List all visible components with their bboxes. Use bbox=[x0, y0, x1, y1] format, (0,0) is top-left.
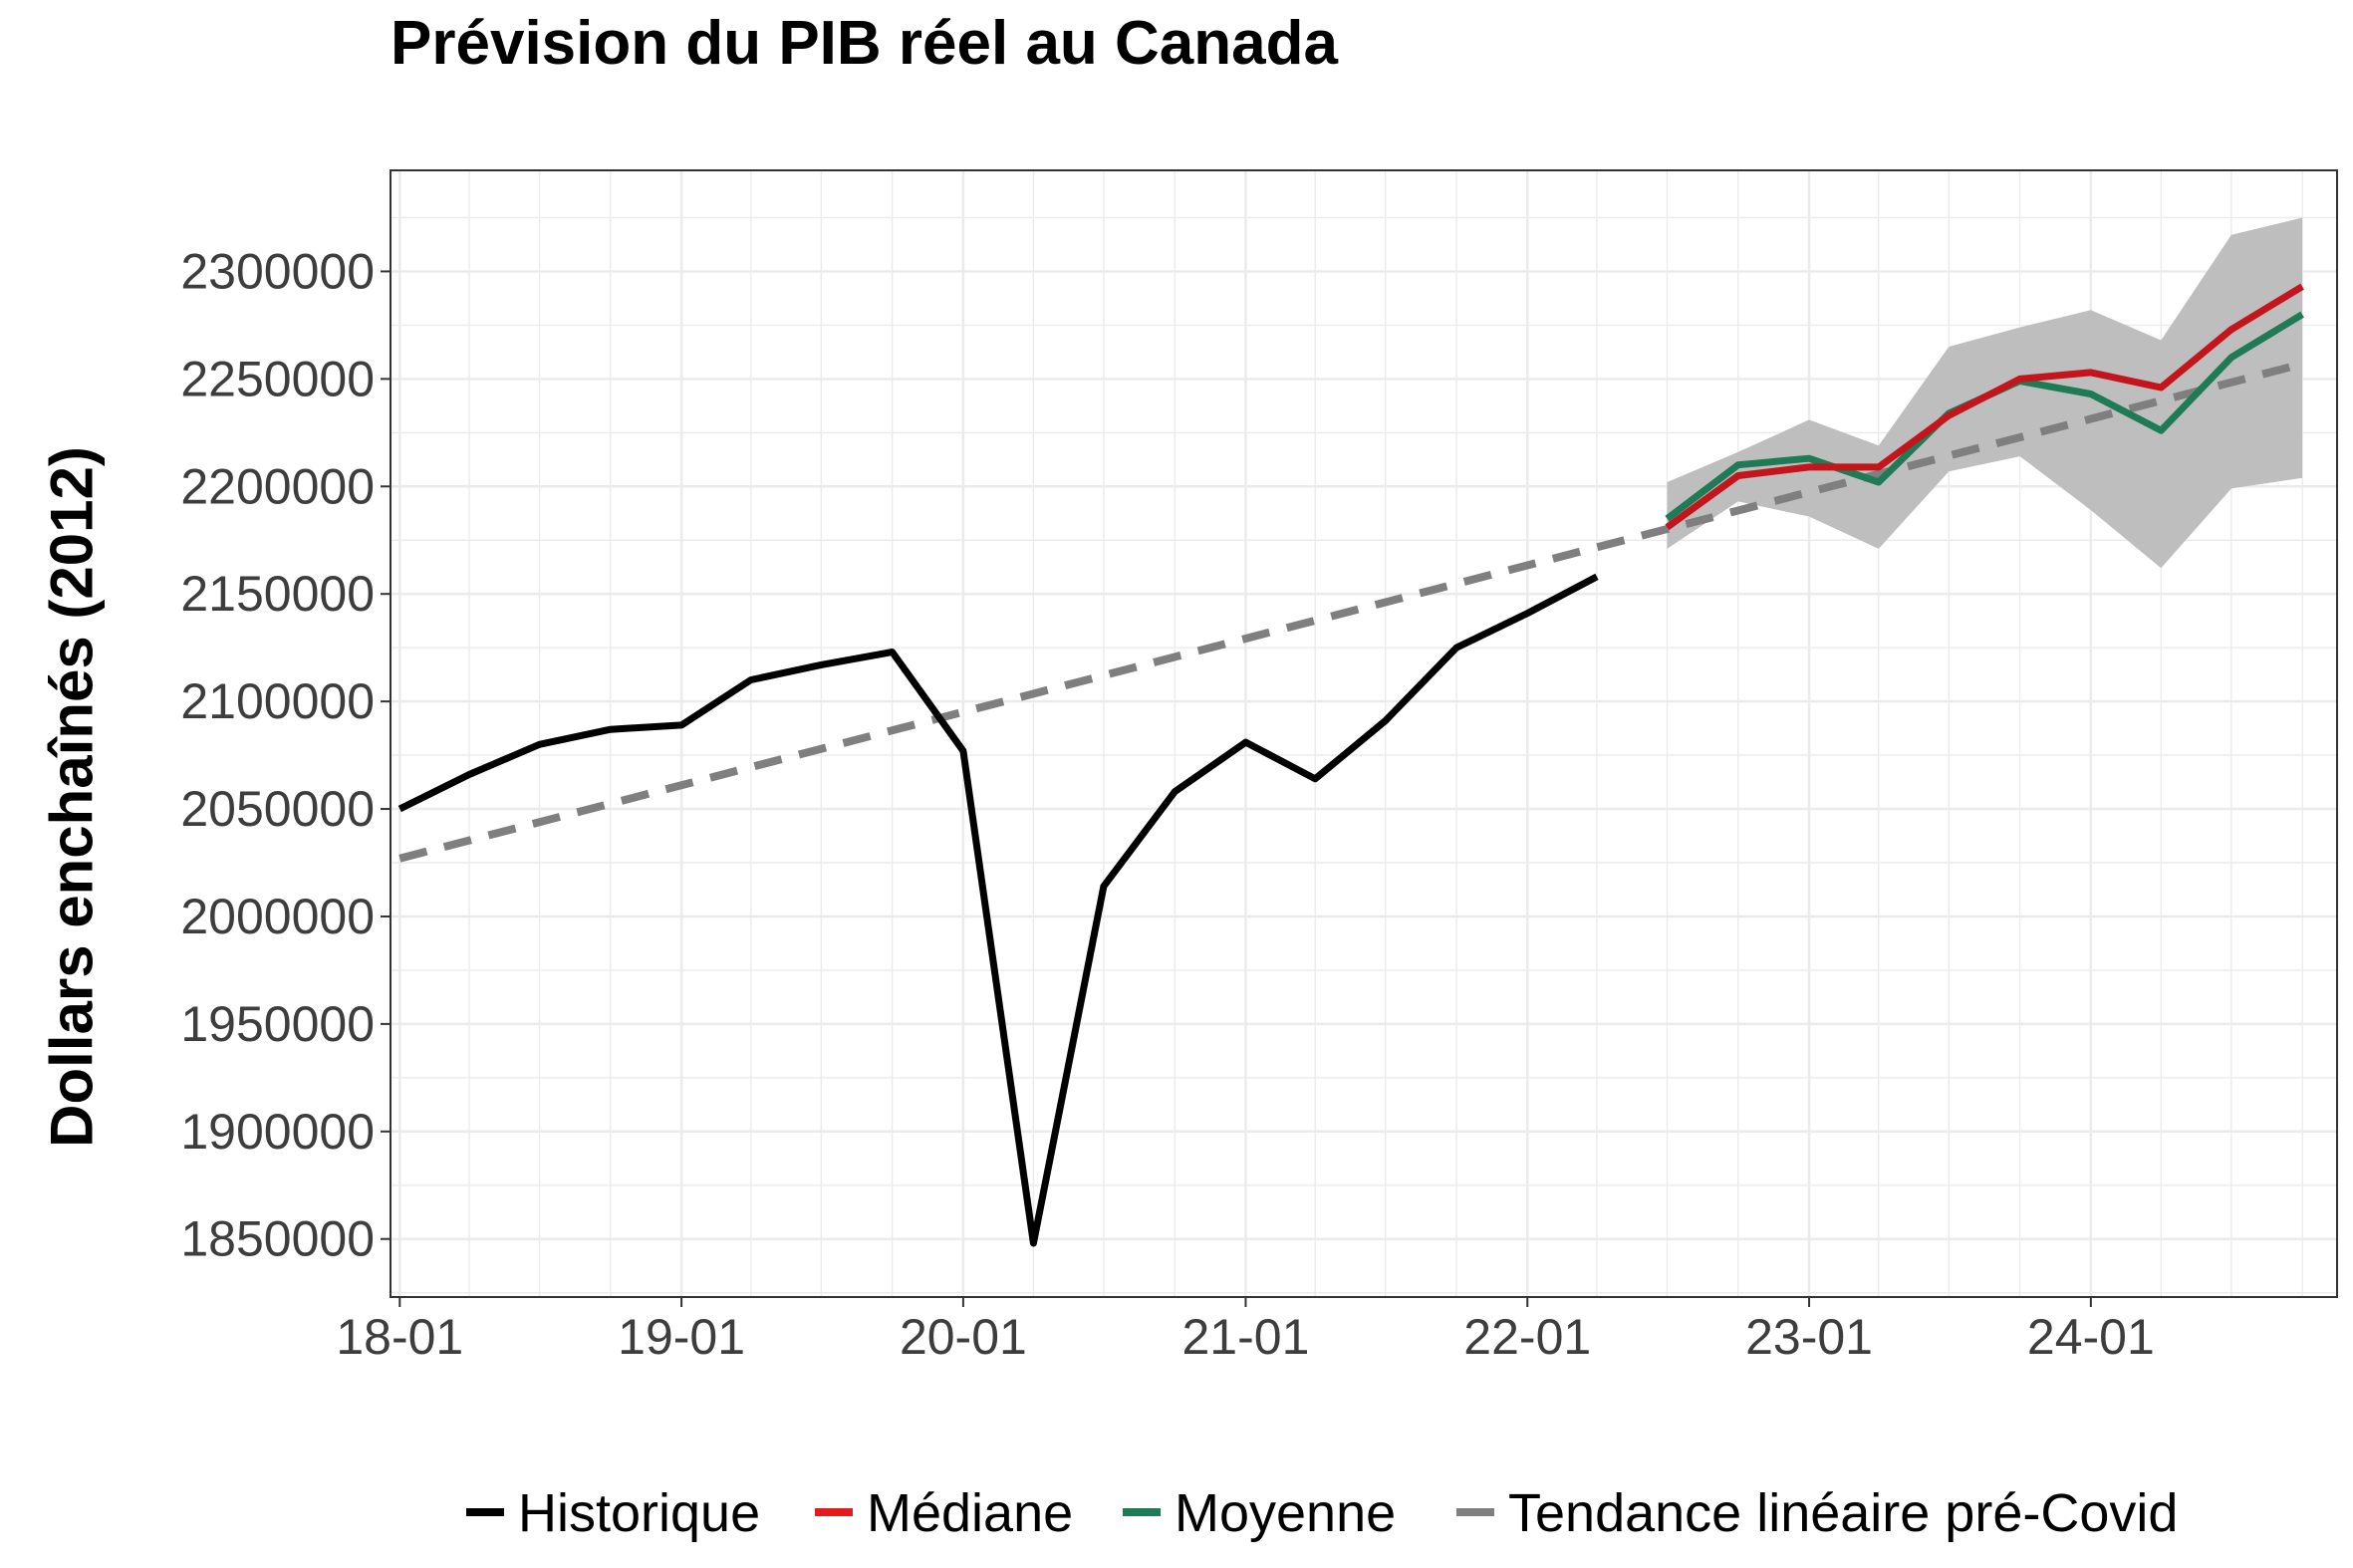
y-tick-label: 2150000 bbox=[180, 566, 375, 622]
series-lines bbox=[397, 283, 2304, 1247]
x-tick-label: 24-01 bbox=[2027, 1309, 2155, 1365]
series-line-mediane bbox=[1665, 283, 2304, 531]
y-tick-label: 2250000 bbox=[180, 351, 375, 406]
confidence-band bbox=[1667, 217, 2303, 569]
confidence-band-area bbox=[1667, 217, 2303, 569]
y-tick-label: 2300000 bbox=[180, 243, 375, 299]
x-tick-label: 19-01 bbox=[618, 1309, 745, 1365]
x-tick-label: 22-01 bbox=[1463, 1309, 1591, 1365]
series-line-tendance bbox=[398, 360, 2304, 863]
y-tick-label: 1850000 bbox=[180, 1211, 375, 1267]
y-tick-label: 2000000 bbox=[180, 889, 375, 944]
x-tick-label: 20-01 bbox=[900, 1309, 1027, 1365]
y-tick-label: 2200000 bbox=[180, 458, 375, 514]
y-tick-label: 2100000 bbox=[180, 673, 375, 729]
y-tick-label: 2050000 bbox=[180, 781, 375, 837]
x-tick-label: 23-01 bbox=[1745, 1309, 1873, 1365]
y-tick-label: 1950000 bbox=[180, 996, 375, 1052]
legend-label: Historique bbox=[518, 1483, 760, 1543]
series-line-historique bbox=[397, 573, 1599, 1247]
chart-title: Prévision du PIB réel au Canada bbox=[391, 9, 1338, 78]
x-tick-label: 21-01 bbox=[1182, 1309, 1310, 1365]
legend: Historique Médiane Moyenne Tendance linéair… bbox=[466, 1483, 2178, 1543]
plot-panel-border bbox=[390, 169, 2338, 1298]
legend-label: Tendance linéaire pré-Covid bbox=[1508, 1483, 2178, 1543]
y-tick-label: 1900000 bbox=[180, 1104, 375, 1160]
x-tick-label: 18-01 bbox=[336, 1309, 463, 1365]
axes: 1850000 1900000 1950000 2000000 2050000 21000… bbox=[180, 243, 2154, 1365]
grid bbox=[391, 170, 2337, 1297]
legend-label: Moyenne bbox=[1175, 1483, 1396, 1543]
legend-label: Médiane bbox=[867, 1483, 1073, 1543]
